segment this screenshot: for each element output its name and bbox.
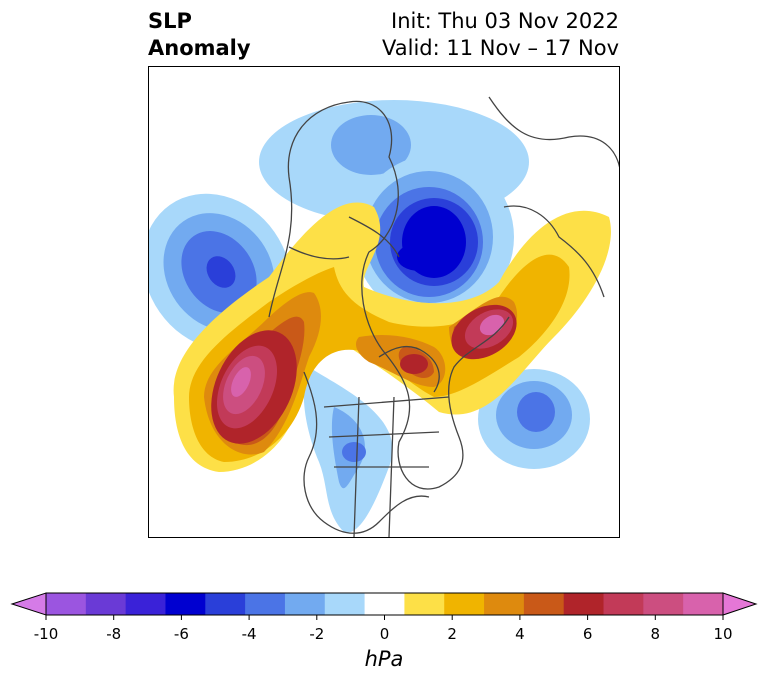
colorbar-extend-max	[722, 592, 758, 616]
colorbar-cell	[125, 593, 166, 615]
colorbar	[10, 592, 758, 620]
colorbar-cell	[643, 593, 684, 615]
anomaly-arctic-low	[259, 100, 529, 319]
colorbar-cell	[523, 593, 565, 615]
anomaly-north-atlantic-low	[478, 369, 590, 469]
colorbar-ticks	[45, 615, 724, 620]
colorbar-cell	[484, 593, 525, 615]
chart-title-left: SLP Anomaly	[148, 8, 251, 62]
colorbar-tick-label: -10	[33, 625, 59, 643]
colorbar-cell	[205, 593, 246, 615]
colorbar-cell	[245, 593, 286, 615]
colorbar-tick-label: 8	[650, 625, 661, 643]
colorbar-cell	[603, 593, 644, 615]
anomaly-map	[149, 96, 619, 537]
coastlines	[268, 96, 619, 537]
colorbar-cell	[284, 593, 326, 615]
valid-range-label: Valid: 11 Nov – 17 Nov	[382, 36, 619, 60]
map-panel	[148, 66, 620, 538]
colorbar-tick-label: 10	[713, 625, 733, 643]
title-line-anomaly: Anomaly	[148, 36, 251, 60]
colorbar-tick-label: 4	[515, 625, 525, 643]
anomaly-positive-belt	[173, 202, 611, 472]
anomaly-central-us-low	[303, 367, 393, 533]
colorbar-cell	[165, 593, 206, 615]
colorbar-cell	[85, 593, 127, 615]
colorbar-tick-label: -6	[173, 625, 189, 643]
colorbar-tick-label: 2	[447, 625, 457, 643]
title-line-slp: SLP	[148, 9, 192, 33]
colorbar-cell	[46, 593, 87, 615]
colorbar-cell	[683, 593, 724, 615]
colorbar-cell	[324, 593, 366, 615]
colorbar-tick-label: -2	[309, 625, 325, 643]
colorbar-cell	[364, 593, 405, 615]
colorbar-cells	[10, 592, 758, 616]
colorbar-cell	[404, 593, 445, 615]
colorbar-tick-label: 0	[379, 625, 390, 643]
chart-title-right: Init: Thu 03 Nov 2022 Valid: 11 Nov – 17…	[382, 8, 619, 62]
colorbar-cell	[444, 593, 485, 615]
colorbar-tick-label: -4	[241, 625, 257, 643]
colorbar-extend-min	[10, 592, 47, 616]
colorbar-cell	[563, 593, 605, 615]
colorbar-unit-label: hPa	[364, 647, 404, 671]
colorbar-tick-label: 6	[582, 625, 593, 643]
colorbar-tick-label: -8	[106, 625, 122, 643]
init-date-label: Init: Thu 03 Nov 2022	[391, 9, 619, 33]
